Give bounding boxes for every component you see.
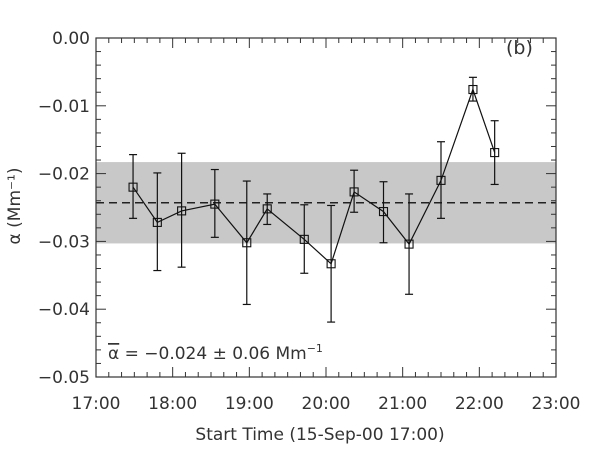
x-tick-label: 23:00 [532,394,581,414]
x-tick-label: 21:00 [378,394,427,414]
data-point-square [299,234,309,244]
data-point-square [468,84,478,95]
data-point-square [436,175,446,185]
series-line [132,87,496,265]
y-tick-label: −0.04 [38,300,90,320]
ticks-layer [95,37,557,378]
x-tick-label: 20:00 [302,394,351,414]
data-point-square [152,217,162,227]
x-axis-title: Start Time (15-Sep-00 17:00) [195,425,444,445]
y-axis-title: α (Mm⁻¹) [5,168,25,245]
data-point-square [490,148,500,158]
y-tick-label: −0.01 [38,97,90,117]
data-point-square [177,206,187,216]
data-point-square [349,187,359,197]
panel-label: (b) [506,37,533,59]
data-point-square [242,238,252,248]
x-tick-label: 19:00 [225,394,274,414]
y-tick-label: −0.05 [38,368,90,388]
data-point-square [404,239,414,249]
mean-annotation-superscript: −1 [307,342,323,355]
mean-annotation-symbol: α [108,344,119,364]
data-point-square [210,199,220,209]
data-point-square [378,207,389,217]
x-tick-label: 22:00 [455,394,504,414]
data-point-square [326,259,336,269]
x-tick-label: 18:00 [148,394,197,414]
mean-annotation: α = −0.024 ± 0.06 Mm−1 [108,342,323,364]
y-tick-label: −0.02 [38,165,90,185]
series-layer [128,76,500,323]
y-tick-label: 0.00 [52,29,90,49]
x-tick-label: 17:00 [72,394,121,414]
labels-layer: 17:00 18:00 19:00 20:00 21:00 22:00 23:00 0.00 −… [38,29,581,414]
data-point-square [262,204,272,214]
data-point-square [128,182,138,192]
y-tick-label: −0.03 [38,232,90,252]
mean-annotation-text: = −0.024 ± 0.06 Mm [119,344,307,364]
